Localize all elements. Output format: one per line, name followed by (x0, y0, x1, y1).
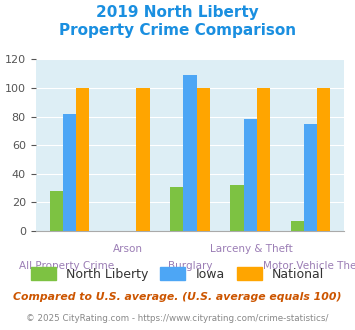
Text: © 2025 CityRating.com - https://www.cityrating.com/crime-statistics/: © 2025 CityRating.com - https://www.city… (26, 314, 329, 323)
Bar (230, 185, 244, 231)
Bar (50, 191, 63, 231)
Text: All Property Crime: All Property Crime (19, 261, 114, 271)
Legend: North Liberty, Iowa, National: North Liberty, Iowa, National (26, 262, 329, 286)
Bar (290, 221, 304, 231)
Bar (76, 88, 89, 231)
Bar (244, 119, 257, 231)
Bar (183, 75, 197, 231)
Bar (136, 88, 149, 231)
Bar (197, 88, 210, 231)
Text: Arson: Arson (113, 244, 143, 254)
Bar (304, 124, 317, 231)
Bar (63, 114, 76, 231)
Bar (170, 187, 183, 231)
Text: Motor Vehicle Theft: Motor Vehicle Theft (263, 261, 355, 271)
Text: Burglary: Burglary (168, 261, 212, 271)
Text: Larceny & Theft: Larceny & Theft (210, 244, 293, 254)
Text: Property Crime Comparison: Property Crime Comparison (59, 23, 296, 38)
Text: 2019 North Liberty: 2019 North Liberty (96, 5, 259, 20)
Text: Compared to U.S. average. (U.S. average equals 100): Compared to U.S. average. (U.S. average … (13, 292, 342, 302)
Bar (257, 88, 270, 231)
Bar (317, 88, 330, 231)
